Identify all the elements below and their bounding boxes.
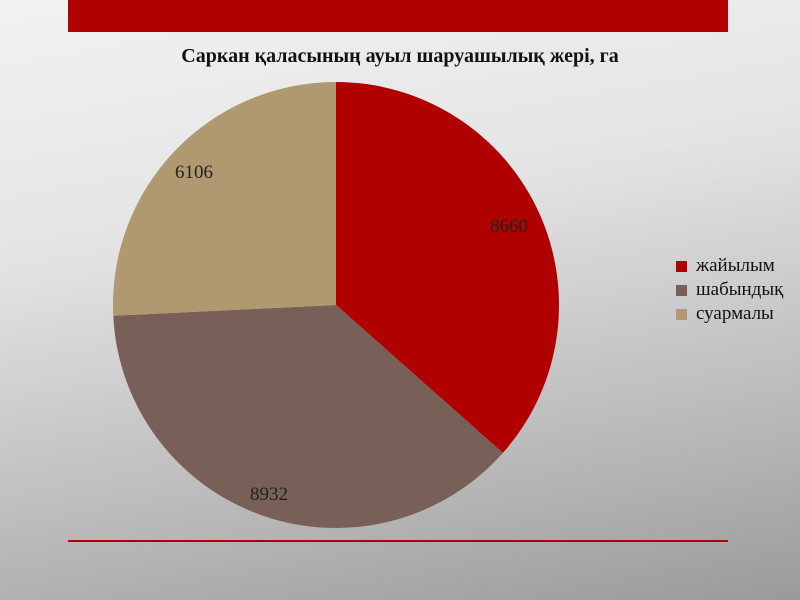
legend: жайылым шабындық суармалы (676, 254, 783, 326)
data-label: 8660 (490, 216, 528, 237)
legend-swatch (676, 260, 687, 272)
data-label: 6106 (175, 162, 213, 183)
legend-item: жайылым (676, 254, 783, 278)
pie-slice-1 (336, 82, 559, 453)
legend-swatch (676, 308, 687, 320)
legend-label: жайылым (696, 255, 775, 276)
pie-slice-3 (113, 82, 336, 316)
pie-slice-2 (113, 305, 503, 528)
bottom-divider (68, 540, 728, 542)
legend-label: шабындық (696, 279, 784, 300)
data-label: 8932 (250, 484, 288, 505)
legend-item: шабындық (676, 278, 783, 302)
legend-item: суармалы (676, 302, 783, 326)
legend-label: суармалы (696, 303, 774, 324)
legend-swatch (676, 284, 687, 296)
chart-title: Саркан қаласының ауыл шаруашылық жері, г… (181, 45, 619, 67)
top-banner (68, 0, 728, 32)
